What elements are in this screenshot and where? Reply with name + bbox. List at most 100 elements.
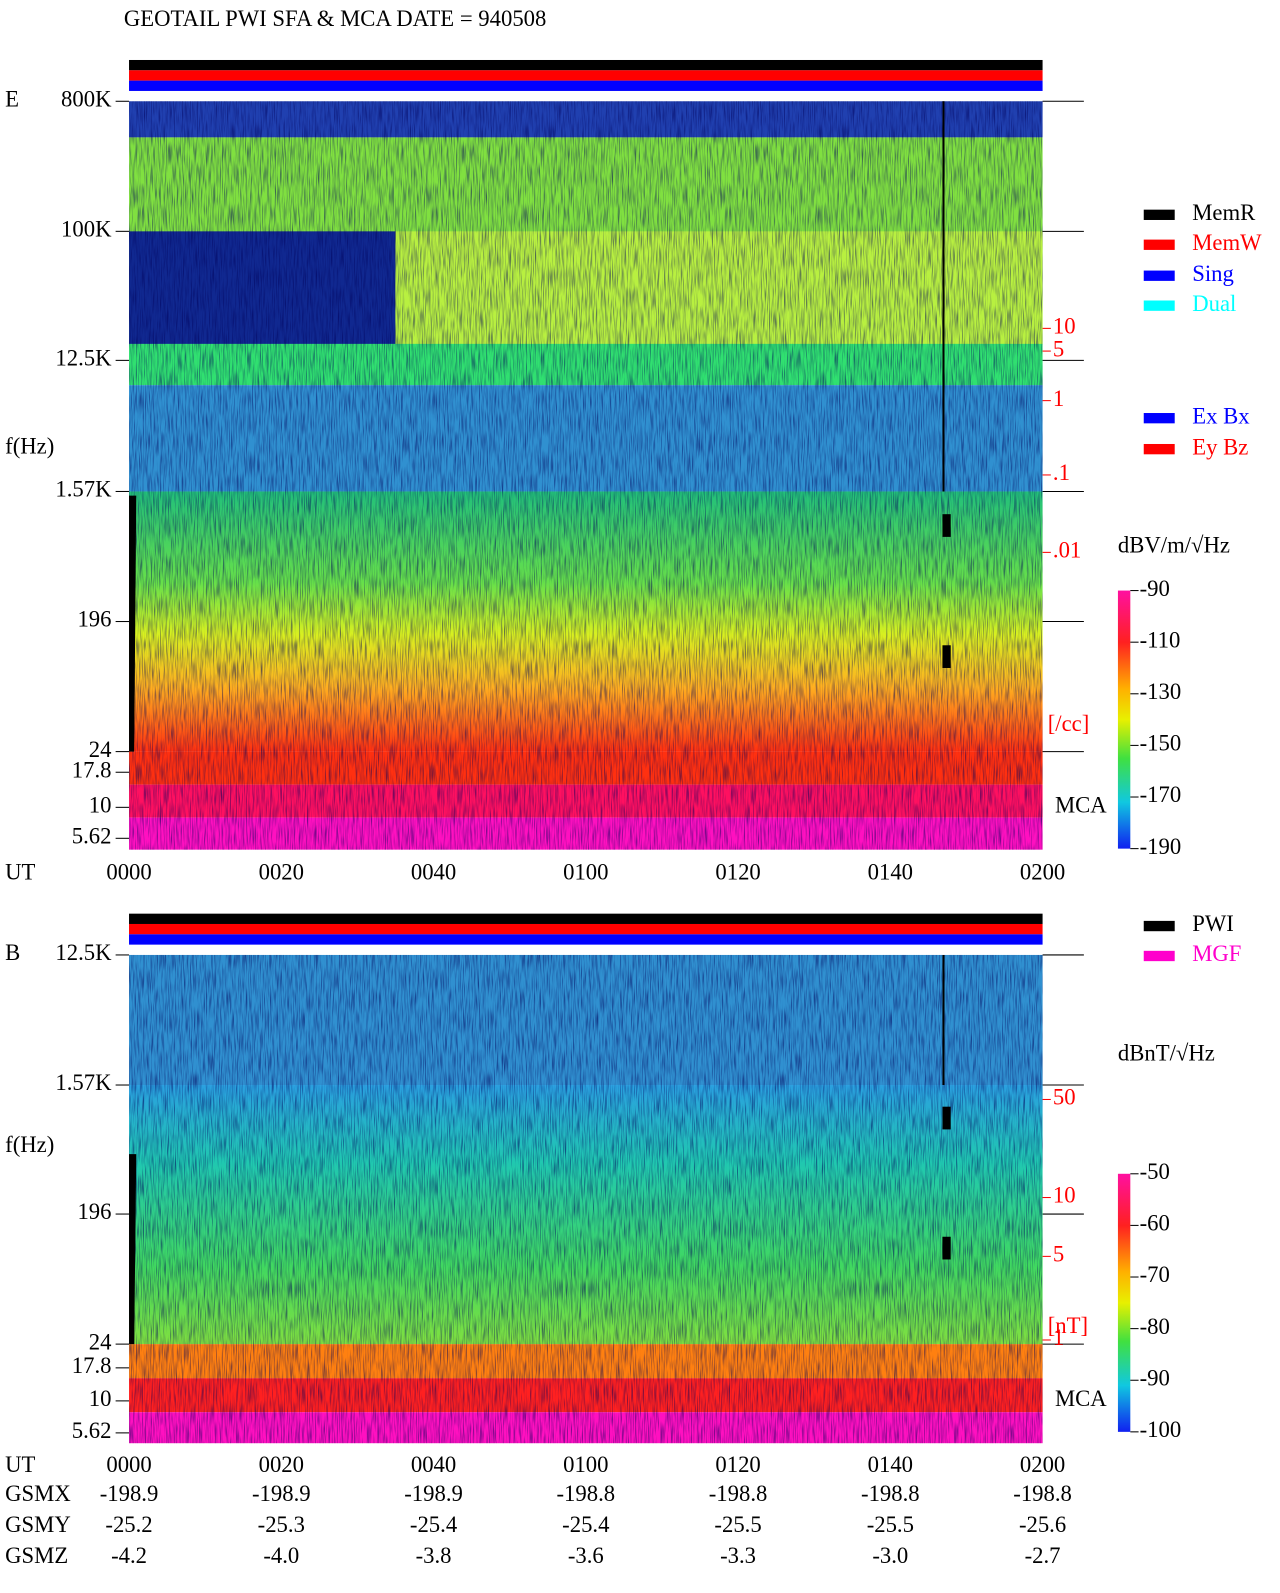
legend-label: Ey Bz (1192, 434, 1248, 459)
ut-label: UT (5, 860, 35, 885)
side-unit: [nT] (1048, 1313, 1088, 1338)
gsm-value: -25.4 (562, 1512, 609, 1537)
freq-tick-label: 1.57K (55, 1070, 112, 1095)
legend-label: MGF (1192, 941, 1241, 966)
legend-swatch (1143, 300, 1175, 311)
colorbar-tick-label: -150 (1140, 731, 1182, 756)
side-tick-label: 50 (1053, 1085, 1076, 1110)
side-tick-label: .1 (1053, 460, 1070, 485)
gsm-value: -25.5 (867, 1512, 914, 1537)
time-tick-label: 0140 (868, 860, 913, 885)
gsm-value: -2.7 (1025, 1543, 1061, 1568)
panel-label: B (5, 940, 20, 965)
gsm-value: -4.0 (263, 1543, 299, 1568)
time-tick-label: 0100 (563, 860, 608, 885)
gsm-value: -25.3 (258, 1512, 305, 1537)
colorbar-tick-label: -60 (1140, 1211, 1170, 1236)
freq-tick-label: 17.8 (72, 1353, 112, 1378)
freq-tick-label: 800K (61, 86, 112, 111)
legend-swatch (1143, 443, 1175, 455)
gsm-value: -25.6 (1019, 1512, 1066, 1537)
side-unit: [/cc] (1048, 711, 1090, 736)
gsm-label: GSMX (5, 1481, 71, 1506)
side-tick-label: 1 (1053, 386, 1064, 411)
legend-label: Ex Bx (1192, 403, 1250, 428)
colorbar-tick-label: -170 (1140, 782, 1182, 807)
freq-tick-label: 10 (89, 793, 112, 818)
gsm-label: GSMZ (5, 1543, 68, 1568)
legend-swatch (1143, 270, 1175, 281)
gsm-value: -198.9 (100, 1481, 159, 1506)
legend-label: PWI (1192, 911, 1234, 936)
gsm-value: -3.3 (720, 1543, 756, 1568)
colorbar-unit: dBV/m/√Hz (1118, 532, 1230, 557)
gsm-value: -3.6 (568, 1543, 604, 1568)
gsm-value: -25.4 (410, 1512, 457, 1537)
gsm-value: -198.8 (557, 1481, 616, 1506)
time-tick-label: 0200 (1020, 1452, 1065, 1477)
colorbar-tick-label: -50 (1140, 1159, 1170, 1184)
time-tick-label: 0000 (106, 860, 151, 885)
time-tick-label: 0120 (715, 860, 760, 885)
gsm-value: -3.8 (416, 1543, 452, 1568)
side-tick-label: 5 (1053, 336, 1064, 361)
gsm-label: GSMY (5, 1512, 71, 1537)
time-tick-label: 0100 (563, 1452, 608, 1477)
time-tick-label: 0120 (715, 1452, 760, 1477)
freq-tick-label: 5.62 (72, 1418, 112, 1443)
legend-label: MemW (1192, 230, 1262, 255)
mca-label: MCA (1055, 1386, 1107, 1411)
side-tick-label: 10 (1053, 1183, 1076, 1208)
gsm-value: -3.0 (872, 1543, 908, 1568)
legend-swatch (1143, 239, 1175, 250)
panel-e-image (129, 59, 1043, 850)
side-tick-label: 5 (1053, 1242, 1064, 1267)
legend-swatch (1143, 950, 1175, 962)
colorbar-tick-label: -190 (1140, 834, 1182, 859)
legend-label: Sing (1192, 261, 1234, 286)
mca-label: MCA (1055, 793, 1107, 818)
freq-tick-label: 24 (89, 1329, 112, 1354)
gsm-value: -4.2 (111, 1543, 147, 1568)
gsm-value: -25.2 (105, 1512, 152, 1537)
side-tick-label: 10 (1053, 314, 1076, 339)
freq-tick-label: 10 (89, 1386, 112, 1411)
legend-swatch (1143, 209, 1175, 220)
freq-tick-label: 100K (61, 217, 112, 242)
time-tick-label: 0140 (868, 1452, 913, 1477)
freq-tick-label: 17.8 (72, 757, 112, 782)
colorbar-tick-label: -90 (1140, 1365, 1170, 1390)
colorbar-tick-label: -70 (1140, 1262, 1170, 1287)
ut-label: UT (5, 1452, 35, 1477)
side-tick-label: .01 (1053, 538, 1081, 563)
colorbar-b (1117, 1173, 1131, 1432)
freq-tick-label: 24 (89, 737, 112, 762)
freq-tick-label: 5.62 (72, 824, 112, 849)
gsm-value: -198.8 (1013, 1481, 1072, 1506)
legend-swatch (1143, 920, 1175, 932)
time-tick-label: 0020 (259, 860, 304, 885)
colorbar-tick-label: -100 (1140, 1417, 1182, 1442)
side-tick-label: 1 (1053, 1325, 1064, 1350)
time-tick-label: 0040 (411, 1452, 456, 1477)
gsm-value: -198.8 (709, 1481, 768, 1506)
time-tick-label: 0000 (106, 1452, 151, 1477)
time-tick-label: 0020 (259, 1452, 304, 1477)
y-axis-label: f(Hz) (5, 433, 54, 458)
colorbar-tick-label: -90 (1140, 576, 1170, 601)
freq-tick-label: 12.5K (55, 940, 112, 965)
y-axis-label: f(Hz) (5, 1132, 54, 1157)
colorbar-tick-label: -130 (1140, 679, 1182, 704)
freq-tick-label: 196 (77, 1199, 111, 1224)
gsm-value: -198.9 (252, 1481, 311, 1506)
gsm-value: -25.5 (714, 1512, 761, 1537)
panel-label: E (5, 86, 19, 111)
gsm-value: -198.8 (861, 1481, 920, 1506)
colorbar-tick-label: -80 (1140, 1314, 1170, 1339)
colorbar-tick-label: -110 (1140, 627, 1181, 652)
colorbar-e (1117, 590, 1131, 849)
panel-b-image (129, 913, 1043, 1444)
freq-tick-label: 1.57K (55, 477, 112, 502)
